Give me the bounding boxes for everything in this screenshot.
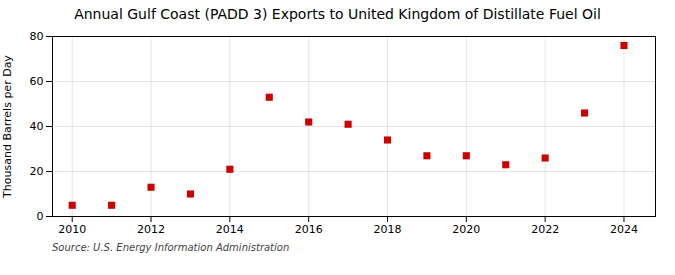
svg-text:Thousand Barrels per Day: Thousand Barrels per Day [1, 55, 14, 199]
svg-text:40: 40 [30, 120, 44, 133]
svg-text:20: 20 [30, 165, 44, 178]
svg-text:2010: 2010 [58, 223, 86, 236]
svg-text:2016: 2016 [295, 223, 323, 236]
svg-text:2020: 2020 [452, 223, 480, 236]
svg-text:2012: 2012 [137, 223, 165, 236]
svg-text:2022: 2022 [531, 223, 559, 236]
svg-text:80: 80 [30, 30, 44, 43]
svg-text:2024: 2024 [610, 223, 638, 236]
html-text:Annual Gulf Coast (PADD 3) Exp: Annual Gulf Coast (PADD 3) Exports to Un… [74, 6, 601, 22]
svg-text:60: 60 [30, 75, 44, 88]
svg-text:2018: 2018 [374, 223, 402, 236]
html-text:Source: U.S. Energy Informatio: Source: U.S. Energy Information Administ… [52, 242, 290, 253]
svg-text:0: 0 [37, 210, 44, 223]
svg-text:2014: 2014 [216, 223, 244, 236]
